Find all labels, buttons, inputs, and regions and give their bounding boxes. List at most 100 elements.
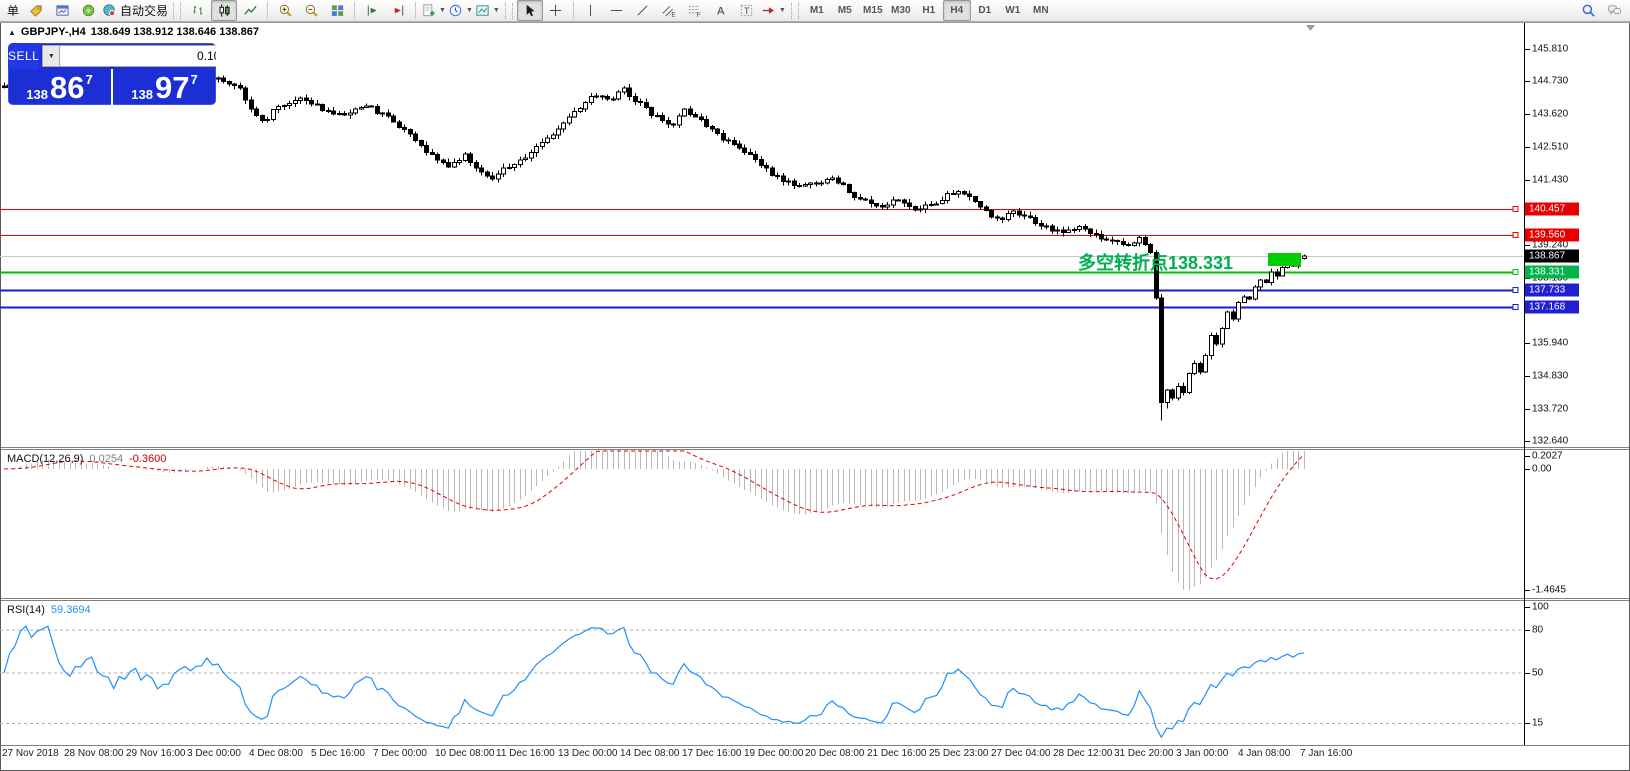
shift-icon bbox=[365, 3, 380, 18]
tf-m1[interactable]: M1 bbox=[809, 5, 824, 16]
bar-chart-button[interactable] bbox=[185, 0, 211, 21]
level-handle[interactable] bbox=[1512, 287, 1519, 293]
price-tick-label: 141.430 bbox=[1532, 174, 1569, 186]
trendline-button[interactable] bbox=[630, 0, 656, 21]
sell-price[interactable]: 138 86 7 bbox=[8, 69, 111, 105]
time-tick-label: 7 Jan 16:00 bbox=[1300, 748, 1353, 759]
chart-window: 多空转折点138.331 ▲ GBPJPY-,H4 138.649 138.91… bbox=[0, 22, 1630, 771]
rsi-axis-label: 15 bbox=[1532, 717, 1544, 729]
menu-order[interactable]: 单 bbox=[7, 4, 20, 18]
chart-ohlc-values: 138.649 138.912 138.646 138.867 bbox=[90, 26, 259, 38]
price-tick-label: 142.510 bbox=[1532, 141, 1569, 153]
time-tick-label: 19 Dec 00:00 bbox=[744, 748, 804, 759]
tf-m30[interactable]: M30 bbox=[891, 5, 911, 16]
zoom-out-button[interactable] bbox=[298, 0, 324, 21]
vline-button[interactable] bbox=[578, 0, 604, 21]
candlestick-button[interactable] bbox=[211, 0, 238, 21]
arrows-button[interactable]: ▼ bbox=[760, 0, 787, 21]
tf-m15[interactable]: M15 bbox=[863, 5, 883, 16]
collapse-icon[interactable]: ▲ bbox=[8, 27, 16, 37]
line-icon bbox=[243, 3, 258, 18]
tf-h4[interactable]: H4 bbox=[942, 0, 971, 21]
autotrading-button[interactable]: 自动交易 bbox=[101, 0, 169, 21]
signals-button[interactable] bbox=[75, 0, 101, 21]
level-price-label: 138.331 bbox=[1525, 265, 1579, 279]
chart-shift-button[interactable] bbox=[359, 0, 385, 21]
time-tick-label: 27 Nov 2018 bbox=[2, 748, 59, 759]
new-order-button[interactable] bbox=[23, 0, 49, 21]
level-handle[interactable] bbox=[1512, 269, 1519, 275]
sell-button[interactable]: SELL bbox=[8, 43, 40, 69]
macd-panel[interactable] bbox=[4, 450, 1305, 590]
dropdown-caret-icon[interactable]: ▼ bbox=[439, 7, 446, 14]
rsi-line bbox=[3, 625, 1305, 739]
level-price-label: 140.457 bbox=[1525, 202, 1579, 216]
level-handle[interactable] bbox=[1512, 206, 1519, 212]
candles-icon bbox=[217, 3, 232, 18]
price-tick-label: 133.720 bbox=[1532, 403, 1569, 415]
level-handle[interactable] bbox=[1512, 232, 1519, 238]
rsi-indicator-label: RSI(14) 59.3694 bbox=[7, 604, 91, 616]
buy-price-prefix: 138 bbox=[131, 87, 153, 102]
template-icon bbox=[475, 3, 490, 18]
volume-input[interactable] bbox=[60, 45, 216, 67]
one-click-trading-panel: SELL ▼ ▲ BUY 138 86 7 138 97 7 bbox=[8, 43, 216, 105]
dropdown-caret-icon[interactable]: ▼ bbox=[778, 7, 786, 14]
time-tick-label: 4 Jan 08:00 bbox=[1238, 748, 1291, 759]
indicators-button[interactable]: ▼ bbox=[420, 0, 447, 21]
macd-main-value: 0.0254 bbox=[89, 453, 124, 465]
volume-decrease-button[interactable]: ▼ bbox=[42, 45, 61, 67]
chart-window-button[interactable] bbox=[49, 0, 75, 21]
tf-w1[interactable]: W1 bbox=[1005, 5, 1021, 16]
dropdown-caret-icon[interactable]: ▼ bbox=[465, 7, 473, 14]
price-tick-label: 145.810 bbox=[1532, 43, 1569, 55]
chart-shift-marker[interactable] bbox=[1306, 25, 1315, 31]
annotation-box[interactable] bbox=[1268, 253, 1301, 266]
toolbar-grip[interactable] bbox=[790, 2, 799, 19]
annotation-text[interactable]: 多空转折点138.331 bbox=[1078, 252, 1233, 273]
volume-stepper: ▼ ▲ bbox=[42, 45, 216, 67]
fibonacci-button[interactable]: F bbox=[682, 0, 708, 21]
price-tick-label: 139.240 bbox=[1532, 239, 1569, 251]
autoscroll-icon bbox=[391, 3, 406, 18]
toolbar-grip[interactable] bbox=[173, 2, 182, 19]
tf-m5[interactable]: M5 bbox=[837, 5, 852, 16]
time-tick-label: 4 Dec 08:00 bbox=[249, 748, 303, 759]
add-indicator-icon bbox=[421, 3, 436, 18]
chart-canvas[interactable]: 多空转折点138.331 bbox=[0, 22, 1630, 771]
label-button[interactable]: T bbox=[734, 0, 760, 21]
trend-icon bbox=[635, 3, 650, 18]
crosshair-button[interactable] bbox=[543, 0, 569, 21]
level-price-label: 139.560 bbox=[1525, 228, 1579, 242]
chat-button[interactable] bbox=[1601, 0, 1627, 21]
autoscroll-button[interactable] bbox=[385, 0, 411, 21]
toolbar-grip[interactable] bbox=[504, 2, 513, 19]
tile-windows-button[interactable] bbox=[324, 0, 350, 21]
time-tick-label: 17 Dec 16:00 bbox=[682, 748, 742, 759]
annotation-layer[interactable]: 多空转折点138.331 bbox=[1078, 206, 1519, 310]
level-handle[interactable] bbox=[1512, 304, 1519, 310]
rsi-panel[interactable] bbox=[0, 625, 1524, 739]
time-tick-label: 29 Nov 16:00 bbox=[126, 748, 186, 759]
panel-frame bbox=[0, 22, 1630, 771]
periods-button[interactable]: ▼ bbox=[447, 0, 474, 21]
tf-d1[interactable]: D1 bbox=[978, 5, 992, 16]
line-chart-button[interactable] bbox=[237, 0, 263, 21]
buy-price-big: 97 bbox=[154, 70, 190, 105]
macd-axis-label: -1.4645 bbox=[1532, 584, 1566, 596]
buy-price[interactable]: 138 97 7 bbox=[111, 69, 216, 105]
search-button[interactable] bbox=[1575, 0, 1601, 21]
templates-button[interactable]: ▼ bbox=[474, 0, 501, 21]
tiles-icon bbox=[330, 3, 345, 18]
hline-button[interactable] bbox=[604, 0, 630, 21]
tf-mn[interactable]: MN bbox=[1033, 5, 1049, 16]
crosshair-icon bbox=[548, 3, 563, 18]
dropdown-caret-icon[interactable]: ▼ bbox=[492, 7, 500, 14]
zoom-in-button[interactable] bbox=[272, 0, 298, 21]
toolbar-separator bbox=[267, 2, 269, 19]
text-button[interactable]: A bbox=[708, 0, 734, 21]
tf-h1[interactable]: H1 bbox=[922, 5, 936, 16]
autotrading-button-label: 自动交易 bbox=[120, 4, 169, 18]
channel-button[interactable]: E bbox=[656, 0, 682, 21]
cursor-button[interactable] bbox=[516, 0, 543, 21]
